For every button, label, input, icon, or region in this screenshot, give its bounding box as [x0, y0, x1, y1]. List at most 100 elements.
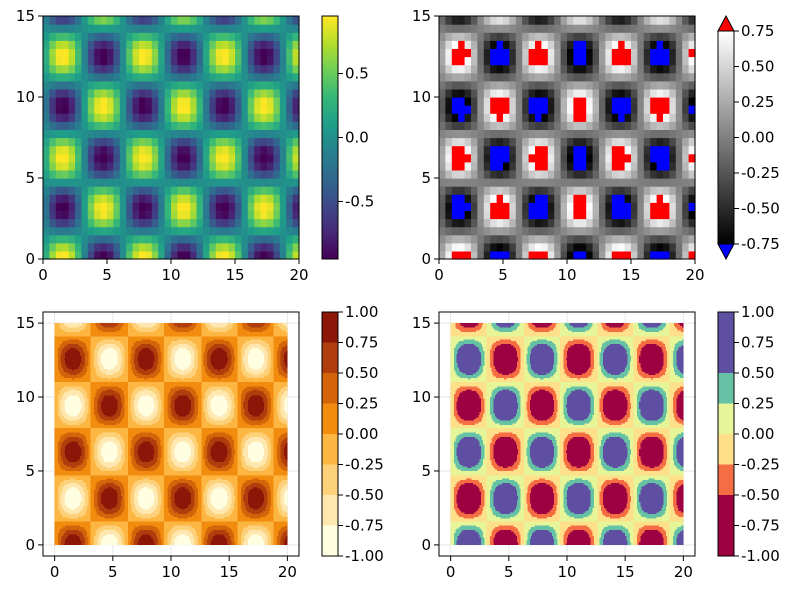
heatmap-cell	[139, 65, 146, 74]
heatmap-cell	[101, 162, 108, 171]
heatmap-cell	[637, 202, 644, 211]
heatmap-cell	[663, 16, 670, 25]
heatmap-cell	[484, 16, 491, 25]
heatmap-cell	[101, 97, 108, 106]
heatmap-cell	[171, 210, 178, 219]
heatmap-cell	[69, 170, 76, 179]
heatmap-cell	[62, 170, 69, 179]
heatmap-cell	[497, 138, 504, 147]
heatmap-cell	[241, 235, 248, 244]
heatmap-cell	[81, 219, 88, 228]
heatmap-cell	[267, 57, 274, 66]
heatmap-cell	[56, 162, 63, 171]
heatmap-cell	[535, 121, 542, 130]
heatmap-cell	[516, 73, 523, 82]
heatmap-cell	[248, 170, 255, 179]
heatmap-cell	[682, 113, 689, 122]
heatmap-cell	[152, 129, 159, 138]
heatmap-cell	[267, 40, 274, 49]
heatmap-cell	[548, 227, 555, 236]
heatmap-cell	[657, 138, 664, 147]
heatmap-cell	[158, 219, 165, 228]
heatmap-cell	[177, 113, 184, 122]
heatmap-cell	[490, 32, 497, 41]
heatmap-cell	[509, 251, 516, 260]
heatmap-cell	[561, 146, 568, 155]
heatmap-cell	[452, 202, 459, 211]
heatmap-cell	[593, 202, 600, 211]
heatmap-cell	[203, 186, 210, 195]
heatmap-cell	[497, 235, 504, 244]
heatmap-cell	[509, 89, 516, 98]
heatmap-cell	[171, 16, 178, 25]
heatmap-cell	[165, 154, 172, 163]
heatmap-cell	[477, 186, 484, 195]
heatmap-cell	[133, 129, 140, 138]
heatmap-cell	[254, 138, 261, 147]
heatmap-cell	[663, 32, 670, 41]
heatmap-cell	[229, 57, 236, 66]
heatmap-cell	[165, 73, 172, 82]
heatmap-cell	[612, 154, 619, 163]
heatmap-cell	[273, 16, 280, 25]
heatmap-cell	[120, 65, 127, 74]
heatmap-cell	[644, 129, 651, 138]
heatmap-cell	[490, 73, 497, 82]
heatmap-cell	[522, 146, 529, 155]
heatmap-cell	[267, 129, 274, 138]
heatmap-cell	[471, 146, 478, 155]
heatmap-cell	[637, 48, 644, 57]
heatmap-cell	[197, 57, 204, 66]
heatmap-cell	[548, 178, 555, 187]
heatmap-cell	[509, 178, 516, 187]
heatmap-cell	[139, 227, 146, 236]
heatmap-cell	[43, 154, 50, 163]
heatmap-cell	[657, 24, 664, 33]
heatmap-cell	[190, 251, 197, 260]
heatmap-cell	[248, 202, 255, 211]
heatmap-cell	[158, 129, 165, 138]
heatmap-cell	[280, 73, 287, 82]
heatmap-cell	[241, 97, 248, 106]
heatmap-cell	[56, 251, 63, 260]
heatmap-cell	[94, 121, 101, 130]
heatmap-cell	[145, 162, 152, 171]
heatmap-cell	[43, 65, 50, 74]
heatmap-cell	[216, 243, 223, 252]
heatmap-cell	[81, 40, 88, 49]
heatmap-cell	[586, 113, 593, 122]
heatmap-cell	[529, 227, 536, 236]
heatmap-cell	[241, 24, 248, 33]
heatmap-cell	[267, 16, 274, 25]
heatmap-cell	[107, 24, 114, 33]
heatmap-cell	[541, 89, 548, 98]
heatmap-cell	[56, 32, 63, 41]
heatmap-cell	[190, 154, 197, 163]
heatmap-cell	[248, 48, 255, 57]
heatmap-cell	[625, 121, 632, 130]
heatmap-cell	[657, 186, 664, 195]
heatmap-cell	[209, 89, 216, 98]
heatmap-cell	[75, 194, 82, 203]
heatmap-cell	[657, 162, 664, 171]
colorbar-tick-label: -0.75	[741, 235, 780, 253]
heatmap-cell	[107, 121, 114, 130]
heatmap-cell	[190, 210, 197, 219]
heatmap-cell	[133, 73, 140, 82]
heatmap-cell	[599, 170, 606, 179]
heatmap-cell	[490, 210, 497, 219]
heatmap-cell	[631, 24, 638, 33]
heatmap-cell	[669, 81, 676, 90]
heatmap-cell	[554, 194, 561, 203]
heatmap-cell	[81, 202, 88, 211]
heatmap-cell	[618, 81, 625, 90]
heatmap-cell	[62, 113, 69, 122]
heatmap-cell	[120, 186, 127, 195]
heatmap-cell	[657, 227, 664, 236]
heatmap-cell	[541, 178, 548, 187]
heatmap-cell	[241, 40, 248, 49]
heatmap-cell	[43, 97, 50, 106]
heatmap-cell	[522, 113, 529, 122]
heatmap-cell	[222, 227, 229, 236]
heatmap-cell	[637, 178, 644, 187]
